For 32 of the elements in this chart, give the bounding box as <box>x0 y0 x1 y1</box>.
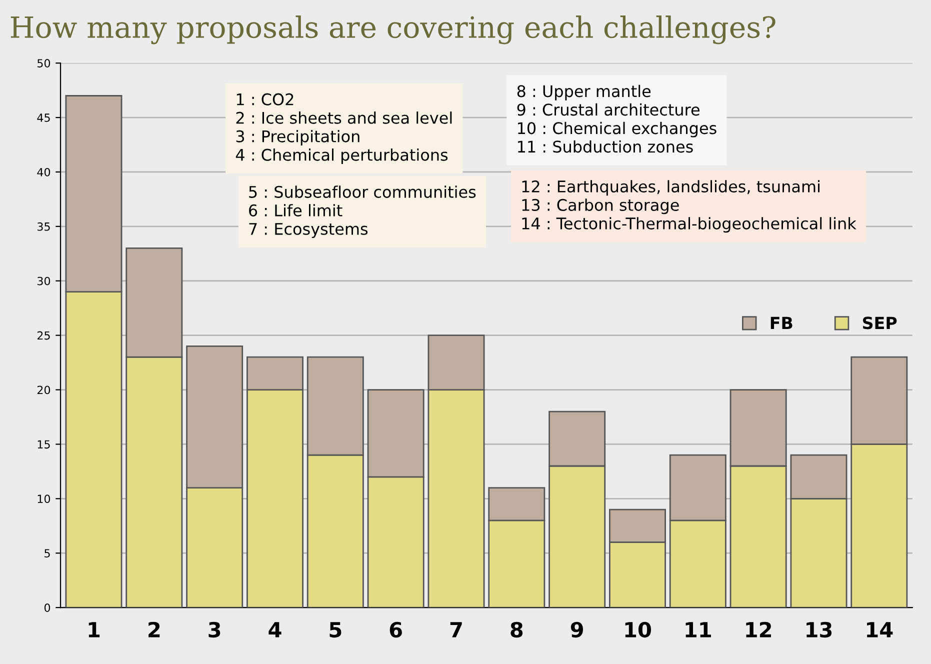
x-tick-label: 12 <box>746 622 772 638</box>
y-tick-label: 25 <box>37 331 50 340</box>
x-tick-label: 5 <box>330 622 342 638</box>
x-tick-label: 11 <box>686 622 711 638</box>
x-tick-label: 6 <box>390 622 402 638</box>
annotation: 8 : Upper mantle 9 : Crustal architecture 10 : Chemical exchanges 11 : Subduction zones <box>517 84 716 153</box>
y-tick-label: 35 <box>38 222 50 231</box>
y-tick-label: 45 <box>37 114 50 122</box>
x-tick-label: 8 <box>510 622 523 638</box>
y-tick-label: 15 <box>38 440 50 449</box>
x-tick-label: 1 <box>88 622 100 638</box>
y-tick-label: 50 <box>38 59 50 68</box>
y-tick-label: 5 <box>44 549 50 558</box>
annotation: 12 : Earthquakes, landslides, tsunami 13 : Carbon storage 14 : Tectonic-Thermal-biogeochemical link <box>522 180 856 233</box>
legend-label: FB <box>770 316 792 330</box>
x-tick-label: 13 <box>806 622 832 638</box>
x-tick-label: 3 <box>208 622 220 638</box>
y-tick-label: 0 <box>44 604 50 612</box>
x-tick-label: 9 <box>570 622 583 638</box>
x-tick-label: 2 <box>148 622 160 638</box>
y-tick-label: 30 <box>38 276 50 286</box>
annotation: 1 : CO2 2 : Ice sheets and sea level 3 : Precipitation 4 : Chemical perturbations <box>236 93 452 164</box>
x-tick-label: 10 <box>625 622 651 638</box>
annotation: 5 : Subseafloor communities 6 : Life limit 7 : Ecosystems <box>249 186 476 238</box>
y-tick-label: 40 <box>37 168 50 176</box>
y-tick-label: 20 <box>37 386 50 394</box>
legend-label: SEP <box>862 316 897 330</box>
x-tick-label: 4 <box>268 622 282 638</box>
chart-title: How many proposals are covering each challenges? <box>10 16 776 44</box>
y-tick-label: 10 <box>38 494 50 504</box>
x-tick-label: 14 <box>867 622 893 638</box>
x-tick-label: 7 <box>450 622 462 638</box>
